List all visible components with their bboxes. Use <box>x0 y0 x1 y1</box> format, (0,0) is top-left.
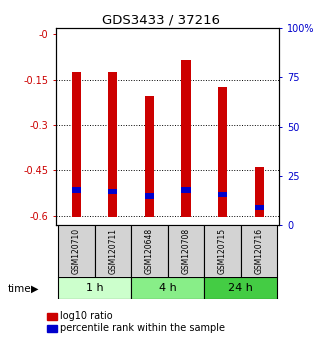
Bar <box>255 167 264 217</box>
FancyBboxPatch shape <box>168 225 204 278</box>
Text: GSM120711: GSM120711 <box>108 228 117 274</box>
FancyBboxPatch shape <box>131 277 204 299</box>
FancyBboxPatch shape <box>95 225 131 278</box>
Bar <box>181 60 191 217</box>
Bar <box>218 192 227 197</box>
Text: GDS3433 / 37216: GDS3433 / 37216 <box>101 13 220 26</box>
Text: GSM120710: GSM120710 <box>72 228 81 274</box>
Text: time: time <box>8 284 32 294</box>
FancyBboxPatch shape <box>131 225 168 278</box>
Bar <box>72 72 81 217</box>
FancyBboxPatch shape <box>204 277 277 299</box>
Text: GSM120716: GSM120716 <box>255 228 264 274</box>
Bar <box>145 193 154 199</box>
FancyBboxPatch shape <box>241 225 277 278</box>
Text: 24 h: 24 h <box>229 283 253 293</box>
Text: 4 h: 4 h <box>159 283 177 293</box>
Bar <box>108 189 117 194</box>
Bar <box>181 187 191 193</box>
Text: 1 h: 1 h <box>86 283 103 293</box>
Text: percentile rank within the sample: percentile rank within the sample <box>60 323 225 333</box>
FancyBboxPatch shape <box>204 225 241 278</box>
Bar <box>108 72 117 217</box>
FancyBboxPatch shape <box>58 277 131 299</box>
FancyBboxPatch shape <box>58 225 95 278</box>
Bar <box>72 187 81 193</box>
Bar <box>145 96 154 217</box>
Text: log10 ratio: log10 ratio <box>60 311 113 321</box>
Bar <box>218 87 227 217</box>
Text: GSM120648: GSM120648 <box>145 228 154 274</box>
Bar <box>255 205 264 210</box>
Text: GSM120708: GSM120708 <box>181 228 190 274</box>
Text: GSM120715: GSM120715 <box>218 228 227 274</box>
Text: ▶: ▶ <box>30 284 38 294</box>
